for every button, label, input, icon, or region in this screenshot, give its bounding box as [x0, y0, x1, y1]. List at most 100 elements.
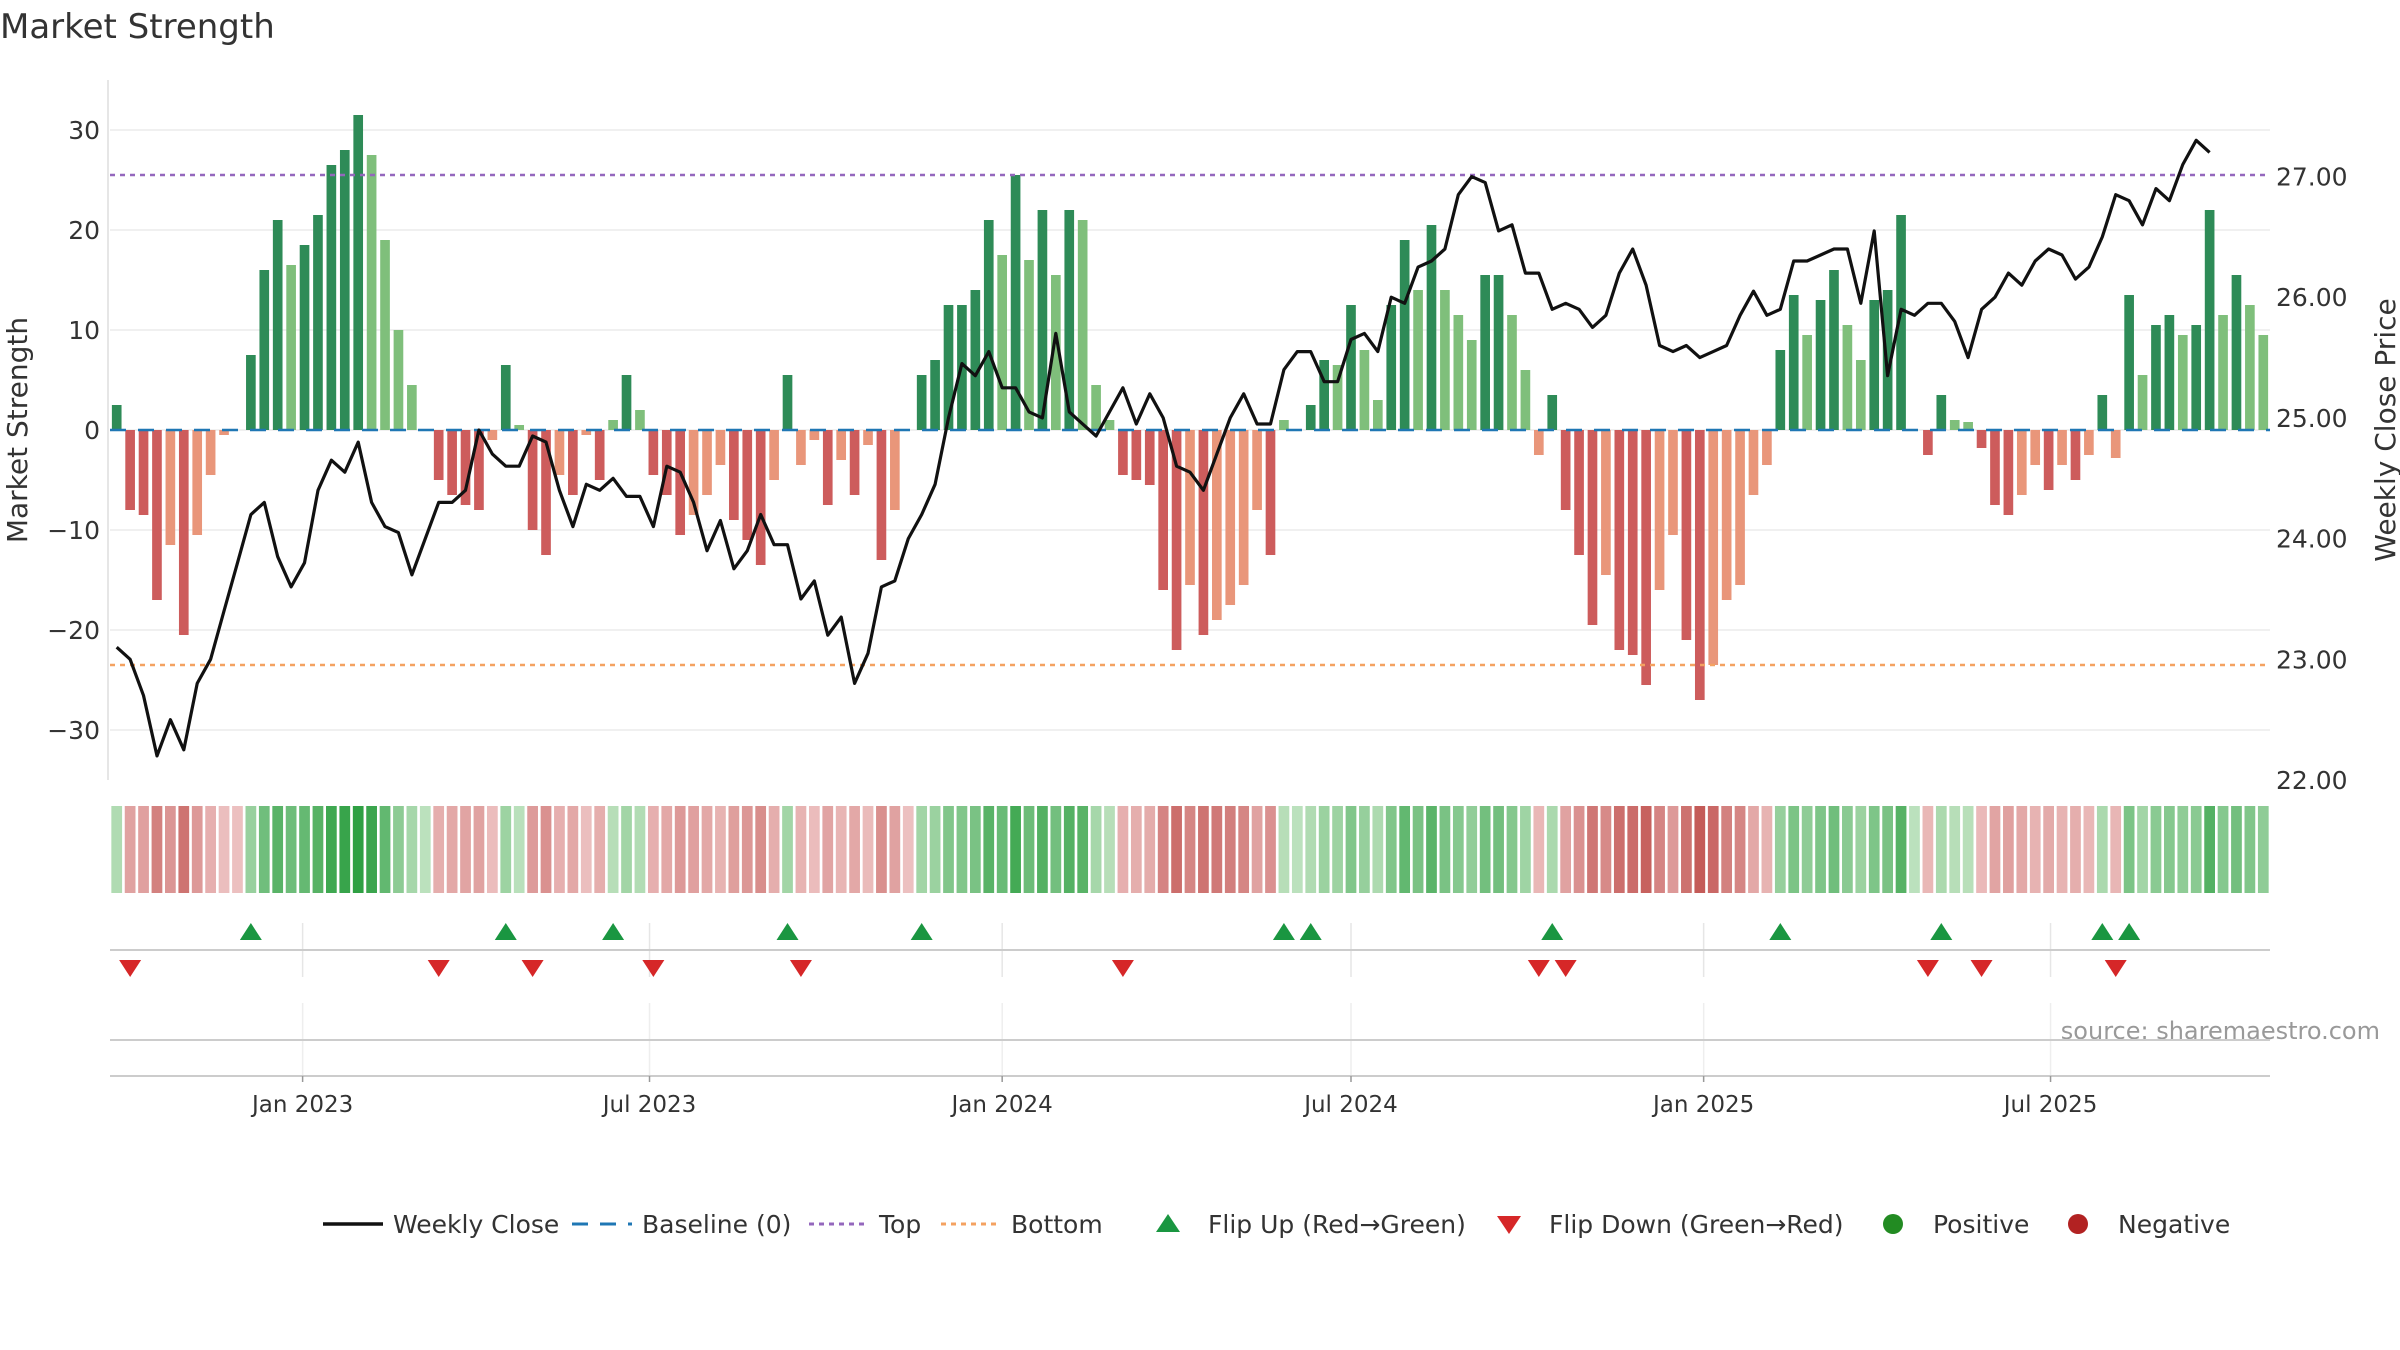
heat-cell: [768, 806, 780, 893]
strength-bar: [1493, 275, 1504, 430]
strength-bar: [1627, 430, 1638, 655]
strength-bar: [1091, 385, 1101, 430]
strength-bar: [1775, 350, 1786, 430]
strength-bar: [1010, 175, 1021, 430]
strength-bar: [500, 365, 511, 430]
strength-bar: [983, 220, 994, 430]
heat-cell: [688, 806, 699, 893]
flip-up-marker: [1930, 923, 1953, 940]
strength-bar: [1131, 430, 1142, 480]
strength-bar: [594, 430, 605, 480]
heat-cell: [1801, 806, 1813, 893]
strength-bar: [2084, 430, 2094, 455]
heat-cell: [1104, 806, 1115, 893]
heat-cell: [1667, 806, 1679, 893]
heat-cell: [446, 806, 458, 893]
heat-cell: [1211, 806, 1223, 893]
strength-bar: [433, 430, 444, 480]
y-tick-label-left: 20: [68, 216, 100, 245]
flip-down-marker: [642, 960, 665, 977]
strength-bar: [353, 115, 364, 430]
strength-bar: [272, 220, 283, 430]
heat-cell: [1882, 806, 1894, 893]
heat-cell: [1184, 806, 1196, 893]
heat-cell: [849, 806, 860, 893]
heat-cell: [1855, 806, 1867, 893]
heat-cell: [1359, 806, 1370, 893]
heat-cell: [1479, 806, 1491, 893]
strength-bar: [863, 430, 873, 445]
x-ticks: Jan 2023 Jul 2023 Jan 2024 Jul 2024 Jan 2025…: [250, 1076, 2097, 1118]
strength-bar: [1681, 430, 1692, 640]
flip-up-marker: [910, 923, 933, 940]
y-tick-label-left: 0: [84, 416, 100, 445]
strength-bar: [1279, 420, 1289, 430]
strength-bar: [1574, 430, 1584, 555]
y-tick-label-right: 26.00: [2276, 283, 2348, 312]
heat-cell: [661, 806, 673, 893]
heat-cell: [1077, 806, 1089, 893]
strength-bar: [1077, 220, 1088, 430]
heat-cell: [1788, 806, 1800, 893]
strength-bar: [2137, 375, 2148, 430]
strength-bar: [286, 265, 296, 430]
strength-bar: [930, 360, 940, 430]
heat-cell: [165, 806, 176, 893]
x-tick-label: Jan 2025: [1651, 1092, 1754, 1118]
strength-bar: [1332, 365, 1343, 430]
heat-cell: [2150, 806, 2162, 893]
strength-bar: [836, 430, 847, 460]
strength-bar: [769, 430, 779, 480]
heat-cell: [1520, 806, 1531, 893]
strength-bar: [1547, 395, 1558, 430]
heat-cell: [674, 806, 686, 893]
strength-heat-strip: [111, 806, 2269, 893]
heat-cell: [2070, 806, 2081, 893]
strength-bar: [1171, 430, 1182, 650]
heat-cell: [969, 806, 981, 893]
heat-cell: [1640, 806, 1652, 893]
heat-cell: [1318, 806, 1330, 893]
strength-bar: [1601, 430, 1611, 575]
strength-bar: [1855, 360, 1866, 430]
y-tick-label-right: 27.00: [2276, 163, 2348, 192]
heat-cell: [1774, 806, 1786, 893]
heat-cell: [1573, 806, 1585, 893]
y-axis-label-right: Weekly Close Price: [2369, 298, 2400, 561]
heat-cell: [339, 806, 351, 893]
strength-bar: [1990, 430, 2000, 505]
strength-bar: [1829, 270, 1839, 430]
strength-bar: [1949, 420, 1960, 430]
strength-bar: [259, 270, 270, 430]
strength-bar: [2204, 210, 2215, 430]
strength-bar: [111, 405, 122, 430]
x-tick-label: Jul 2024: [1302, 1092, 1398, 1118]
heat-cell: [1117, 806, 1129, 893]
heat-cell: [2056, 806, 2068, 893]
heat-cell: [1962, 806, 1974, 893]
legend-swatch-flip-up: [1156, 1214, 1180, 1232]
strength-bar: [742, 430, 753, 540]
heat-cell: [1627, 806, 1639, 893]
heat-cell: [1949, 806, 1961, 893]
strength-bar: [1560, 430, 1571, 510]
heat-cell: [1037, 806, 1048, 893]
flip-up-marker: [2091, 923, 2114, 940]
strength-bar: [1399, 240, 1410, 430]
heat-cell: [594, 806, 606, 893]
flip-up-marker: [494, 923, 517, 940]
heat-cell: [1761, 806, 1773, 893]
heat-cell: [191, 806, 203, 893]
strength-bar: [2057, 430, 2067, 465]
strength-bar: [688, 430, 699, 515]
strength-bar: [1466, 340, 1477, 430]
legend-label: Top: [878, 1210, 921, 1239]
flip-up-marker: [1769, 923, 1792, 940]
strength-bar: [205, 430, 216, 475]
heat-cell: [1976, 806, 1987, 893]
legend-label: Bottom: [1011, 1210, 1103, 1239]
strength-bar: [1305, 405, 1316, 430]
strength-bar: [514, 425, 525, 430]
strength-bar: [2003, 430, 2014, 515]
